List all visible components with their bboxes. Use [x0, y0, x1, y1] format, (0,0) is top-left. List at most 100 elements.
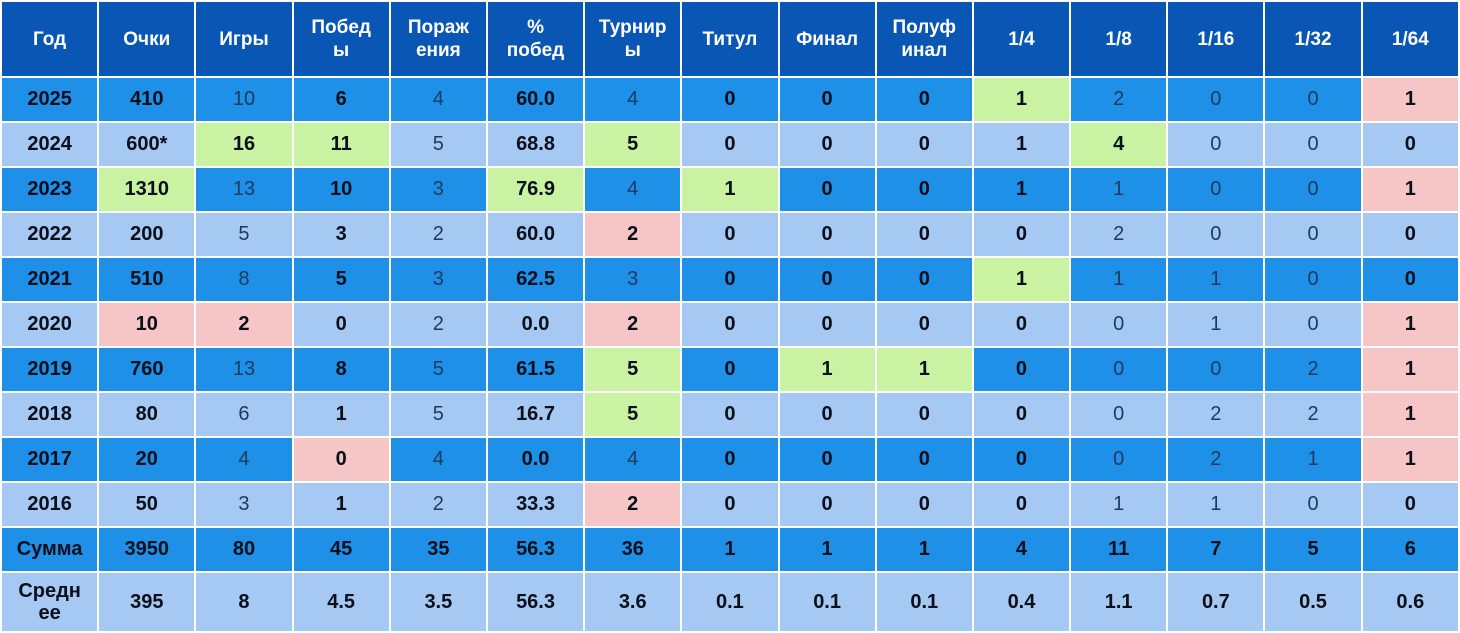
table-cell: 0	[876, 258, 972, 301]
table-cell: 1	[293, 393, 389, 436]
table-cell: 3	[390, 258, 486, 301]
row-label-cell: Средн ее	[2, 573, 98, 631]
table-cell: 0.1	[876, 573, 972, 631]
table-cell: 3	[293, 213, 389, 256]
table-cell: 0	[779, 213, 875, 256]
table-cell: 1	[1362, 438, 1458, 481]
table-cell: 0	[1071, 438, 1167, 481]
table-cell: 5	[293, 258, 389, 301]
table-cell: 1	[876, 528, 972, 571]
table-cell: 0	[1168, 213, 1264, 256]
table-row: 2017 20 4 0 4 0.0 4 0 0 0 0 0 2 1 1	[2, 438, 1458, 481]
table-cell: 0	[876, 78, 972, 121]
row-label-cell: 2021	[2, 258, 98, 301]
table-cell: 1	[1071, 258, 1167, 301]
table-row: 2023 1310 13 10 3 76.9 4 1 0 0 1 1 0 0 1	[2, 168, 1458, 211]
table-cell: 0	[1265, 303, 1361, 346]
header-round-of-16: 1/8	[1071, 2, 1167, 76]
table-cell: 0	[973, 213, 1070, 256]
table-cell: 56.3	[487, 528, 584, 571]
table-cell: 13	[196, 348, 292, 391]
table-cell: 80	[196, 528, 292, 571]
table-cell: 0	[1362, 258, 1458, 301]
table-cell: 0	[682, 303, 778, 346]
row-label-cell: 2017	[2, 438, 98, 481]
table-cell: 0	[973, 438, 1070, 481]
table-cell: 1	[779, 348, 875, 391]
table-cell: 0	[973, 348, 1070, 391]
table-cell: 6	[293, 78, 389, 121]
table-cell: 1	[682, 168, 778, 211]
table-cell: 0	[1168, 168, 1264, 211]
row-label-cell: 2023	[2, 168, 98, 211]
table-row: 2024 600* 16 11 5 68.8 5 0 0 0 1 4 0 0 0	[2, 123, 1458, 166]
table-cell: 0	[779, 438, 875, 481]
row-label-cell: 2022	[2, 213, 98, 256]
table-cell: 760	[99, 348, 195, 391]
table-cell: 1	[1168, 483, 1264, 526]
table-cell: 2	[1265, 348, 1361, 391]
table-cell: 0	[1362, 483, 1458, 526]
table-cell: 1	[973, 168, 1070, 211]
table-cell: 2	[1168, 393, 1264, 436]
table-cell: 7	[1168, 528, 1264, 571]
table-cell: 5	[390, 348, 486, 391]
header-points: Очки	[99, 2, 195, 76]
table-cell: 1.1	[1071, 573, 1167, 631]
table-cell: 20	[99, 438, 195, 481]
table-cell: 8	[196, 258, 292, 301]
header-quarterfinals: 1/4	[973, 2, 1070, 76]
table-cell: 56.3	[487, 573, 584, 631]
table-cell: 2	[390, 483, 486, 526]
row-label-cell: 2016	[2, 483, 98, 526]
table-cell: 4.5	[293, 573, 389, 631]
row-label-cell: 2024	[2, 123, 98, 166]
table-cell: 0	[1362, 213, 1458, 256]
table-cell: 510	[99, 258, 195, 301]
table-cell: 2	[1071, 78, 1167, 121]
header-year: Год	[2, 2, 98, 76]
table-cell: 0.1	[682, 573, 778, 631]
table-cell: 0	[682, 258, 778, 301]
header-titles: Титул	[682, 2, 778, 76]
header-losses: Пораж ения	[390, 2, 486, 76]
table-cell: 1	[1362, 348, 1458, 391]
table-cell: 5	[390, 393, 486, 436]
table-cell: 0	[1168, 348, 1264, 391]
header-tournaments: Турнир ы	[585, 2, 681, 76]
table-cell: 0	[876, 438, 972, 481]
table-cell: 1310	[99, 168, 195, 211]
table-cell: 0	[1265, 78, 1361, 121]
table-cell: 0	[1168, 78, 1264, 121]
table-cell: 410	[99, 78, 195, 121]
table-cell: 0.7	[1168, 573, 1264, 631]
table-cell: 0	[1168, 123, 1264, 166]
table-cell: 4	[196, 438, 292, 481]
table-cell: 4	[585, 438, 681, 481]
table-cell: 0	[1265, 123, 1361, 166]
table-cell: 0	[876, 213, 972, 256]
header-row: Год Очки Игры Побед ы Пораж ения % побед Ту…	[2, 2, 1458, 76]
header-finals: Финал	[779, 2, 875, 76]
row-label-cell: Сумма	[2, 528, 98, 571]
table-cell: 4	[585, 78, 681, 121]
table-cell: 3	[196, 483, 292, 526]
table-cell: 1	[1071, 168, 1167, 211]
table-cell: 16.7	[487, 393, 584, 436]
table-cell: 5	[1265, 528, 1361, 571]
table-cell: 0	[779, 393, 875, 436]
table-cell: 0	[1265, 483, 1361, 526]
table-cell: 1	[1362, 78, 1458, 121]
table-cell: 1	[1362, 393, 1458, 436]
table-row: 2019 760 13 8 5 61.5 5 0 1 1 0 0 0 2 1	[2, 348, 1458, 391]
table-cell: 0	[876, 168, 972, 211]
header-round-of-128: 1/64	[1362, 2, 1458, 76]
table-cell: 2	[1071, 213, 1167, 256]
table-cell: 3.5	[390, 573, 486, 631]
table-cell: 5	[585, 348, 681, 391]
table-cell: 0	[779, 168, 875, 211]
table-cell: 11	[293, 123, 389, 166]
table-cell: 16	[196, 123, 292, 166]
table-cell: 0	[682, 393, 778, 436]
table-cell: 0	[1071, 303, 1167, 346]
